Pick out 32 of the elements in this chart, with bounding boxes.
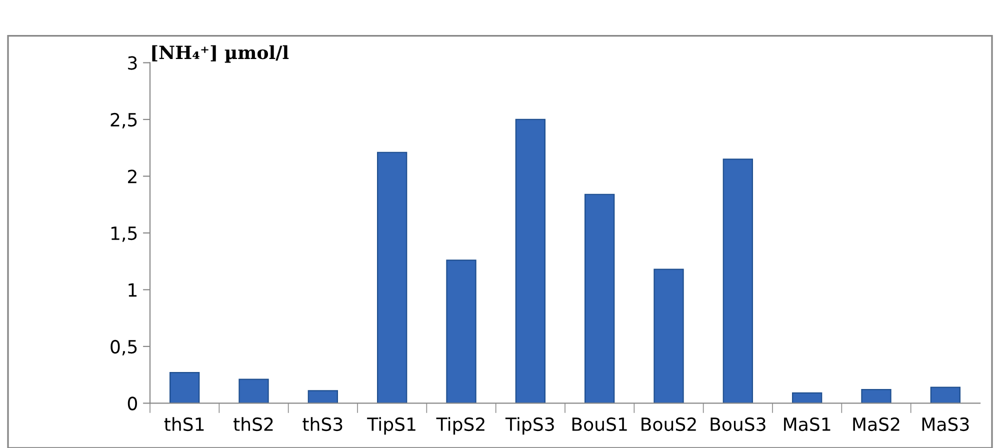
- x-tick-label: thS2: [234, 417, 273, 432]
- bar: [861, 389, 892, 404]
- x-tick-label: TipS3: [505, 417, 554, 435]
- y-axis-title: [NH₄⁺] µmol/l: [152, 45, 289, 63]
- x-tick-label: BouS1: [572, 417, 627, 432]
- x-tick-label: TipS2: [436, 417, 484, 435]
- x-tick-label: MaS1: [784, 417, 830, 432]
- y-tick-label: 1: [128, 283, 137, 297]
- bar: [654, 268, 684, 404]
- bar: [584, 194, 615, 404]
- y-tick-label: 3: [128, 56, 137, 70]
- x-tick-label: MaS2: [853, 417, 900, 432]
- bar: [446, 260, 476, 404]
- bar: [515, 118, 546, 404]
- x-tick-label: thS3: [302, 417, 342, 432]
- bar: [308, 390, 338, 404]
- x-tick-label: TipS1: [367, 417, 416, 435]
- y-tick-label: 0: [128, 396, 137, 410]
- bar: [170, 372, 200, 404]
- y-tick-label: 0,5: [110, 340, 137, 356]
- bar: [930, 386, 960, 404]
- x-tick-label: BouS2: [642, 417, 696, 432]
- bar: [792, 392, 822, 404]
- bar: [722, 158, 753, 404]
- bar: [238, 378, 269, 404]
- bar: [377, 152, 408, 404]
- x-tick-label: thS1: [164, 417, 204, 432]
- y-tick-label: 2: [128, 170, 136, 184]
- x-tick-label: MaS3: [922, 417, 969, 432]
- y-tick-label: 2,5: [110, 112, 137, 128]
- y-tick-label: 1,5: [111, 226, 137, 242]
- x-tick-label: BouS3: [710, 417, 766, 432]
